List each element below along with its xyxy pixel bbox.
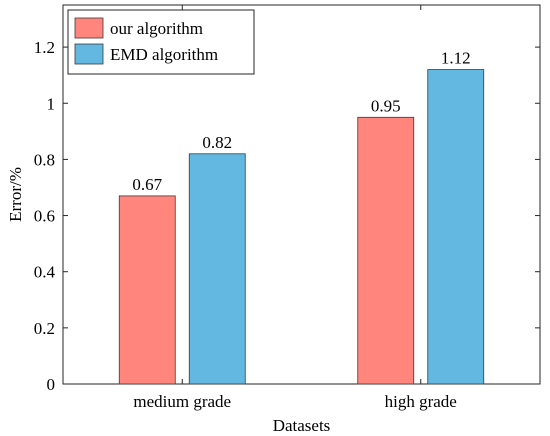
labels-layer: 0.67 0.82 0.95 1.12: [132, 49, 470, 194]
bar: [357, 116, 415, 385]
bar-value-label: 0.82: [202, 133, 232, 152]
bar: [427, 69, 485, 385]
y-tick-label: 0.6: [34, 207, 55, 226]
y-tick-label: 1: [47, 94, 56, 113]
bars-layer: [118, 69, 485, 385]
legend-swatch: [74, 17, 104, 39]
y-tick-label: 0.8: [34, 150, 55, 169]
x-axis-title: Datasets: [273, 416, 331, 435]
bar: [118, 195, 176, 385]
y-tick-label: 0.4: [34, 263, 56, 282]
y-tick-label: 0: [47, 375, 56, 394]
y-tick-label: 1.2: [34, 38, 55, 57]
plot-frame: [62, 4, 541, 385]
bar-value-label: 0.67: [132, 175, 162, 194]
x-tick-label: medium grade: [133, 392, 231, 411]
legend-label: EMD algorithm: [110, 45, 218, 64]
y-tick-label: 0.2: [34, 319, 55, 338]
legend-swatch: [74, 43, 104, 65]
bar: [188, 153, 246, 385]
axes-layer: 0 0.2 0.4 0.6 0.8 1 1.2 medium grade high grade D…: [6, 4, 541, 435]
y-axis-title: Error/%: [6, 167, 25, 222]
bar-value-label: 1.12: [441, 49, 471, 68]
legend-label: our algorithm: [110, 19, 203, 38]
legend: our algorithm EMD algorithm: [67, 9, 255, 75]
x-tick-label: high grade: [385, 392, 457, 411]
bar-value-label: 0.95: [371, 96, 401, 115]
